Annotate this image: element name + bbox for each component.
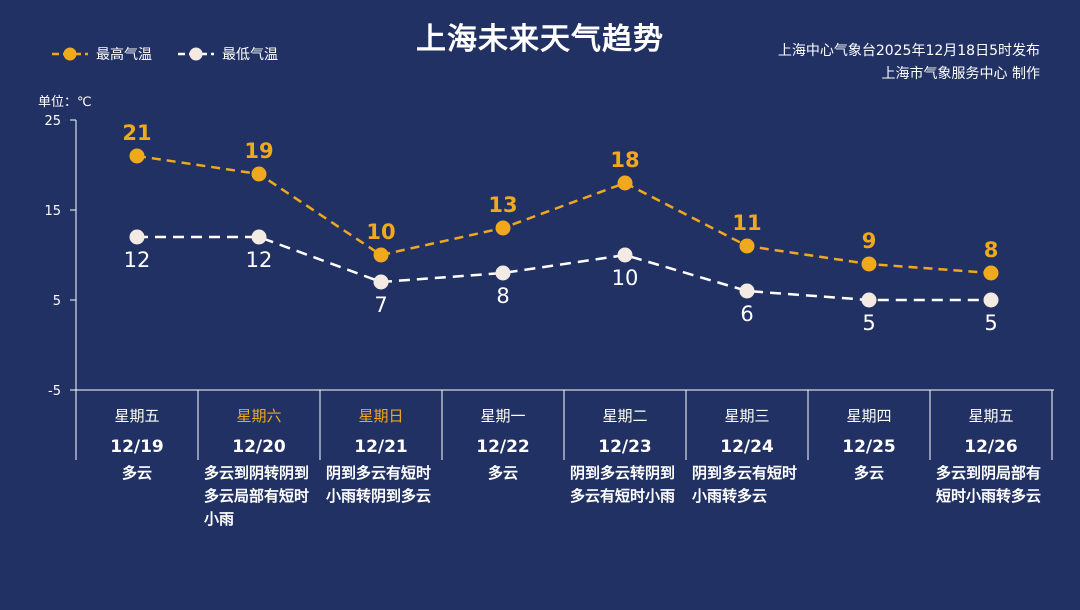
weather-text: 多云 <box>121 464 152 482</box>
low-temp-point <box>861 292 877 308</box>
legend-high-label: 最高气温 <box>96 47 152 63</box>
low-temp-point <box>983 292 999 308</box>
low-temp-point <box>495 265 511 281</box>
low-temp-label: 8 <box>496 284 509 308</box>
weekday-label: 星期四 <box>846 407 892 425</box>
source-info: 上海中心气象台2025年12月18日5时发布 上海市气象服务中心 制作 <box>778 40 1040 86</box>
weather-text: 阴到多云转阴到多云有短时小雨 <box>570 464 676 505</box>
legend-low-label: 最低气温 <box>222 47 278 63</box>
day-column: 星期日 12/21 <box>320 392 442 457</box>
high-temp-point <box>495 220 511 236</box>
weekday-label: 星期一 <box>480 407 526 425</box>
low-temp-label: 7 <box>374 293 387 317</box>
y-tick-label: -5 <box>48 384 61 399</box>
high-temp-label: 11 <box>732 211 761 235</box>
low-temp-label: 12 <box>246 248 273 272</box>
legend-high: 最高气温 <box>52 44 152 64</box>
high-temp-label: 8 <box>984 238 999 262</box>
high-temp-label: 21 <box>122 121 151 145</box>
high-temp-label: 13 <box>488 193 517 217</box>
low-temp-point <box>129 229 145 245</box>
weather-text: 阴到多云有短时小雨转阴到多云 <box>326 464 432 505</box>
date-label: 12/21 <box>354 437 408 457</box>
low-temp-label: 6 <box>740 302 753 326</box>
weather-text: 多云 <box>487 464 518 482</box>
high-temp-point <box>373 247 389 263</box>
low-temp-line <box>137 235 991 302</box>
source-line-2: 上海市气象服务中心 制作 <box>881 66 1040 82</box>
day-column: 星期五 12/19 <box>76 392 198 457</box>
date-label: 12/25 <box>842 437 896 457</box>
low-temp-label: 10 <box>612 266 639 290</box>
weather-text: 多云 <box>853 464 884 482</box>
day-column: 星期二 12/23 <box>564 392 686 457</box>
high-temp-point <box>861 256 877 272</box>
day-column: 星期四 12/25 <box>808 392 930 457</box>
low-temp-label: 5 <box>984 311 997 335</box>
weather-text: 多云到阴局部有短时小雨转多云 <box>936 464 1042 505</box>
high-temp-point <box>129 148 145 164</box>
day-column: 星期五 12/26 <box>930 392 1052 457</box>
unit-label: 单位：℃ <box>38 95 92 110</box>
low-temp-point <box>617 247 633 263</box>
weather-text: 阴到多云有短时小雨转多云 <box>692 464 798 505</box>
day-column: 星期六 12/20 <box>198 392 320 457</box>
legend-low: 最低气温 <box>178 44 278 64</box>
day-column: 星期一 12/22 <box>442 392 564 457</box>
legend: 最高气温 最低气温 <box>52 44 304 64</box>
low-temp-label: 12 <box>124 248 151 272</box>
low-temp-label: 5 <box>862 311 875 335</box>
legend-high-line-icon <box>52 47 88 61</box>
date-label: 12/24 <box>720 437 774 457</box>
y-tick-label: 15 <box>44 204 61 219</box>
date-label: 12/26 <box>964 437 1018 457</box>
high-temp-point <box>251 166 267 182</box>
y-tick-label: 5 <box>53 294 61 309</box>
high-temp-point <box>617 175 633 191</box>
weekday-label: 星期二 <box>602 407 648 425</box>
page-title: 上海未来天气趋势 <box>416 22 664 57</box>
y-tick-label: 25 <box>44 114 61 129</box>
high-temp-label: 19 <box>244 139 273 163</box>
low-temp-point <box>739 283 755 299</box>
date-label: 12/22 <box>476 437 530 457</box>
weekday-label: 星期日 <box>358 407 404 425</box>
weekday-label: 星期三 <box>724 407 770 425</box>
legend-low-line-icon <box>178 47 214 61</box>
weekday-label: 星期五 <box>114 407 160 425</box>
high-temp-label: 18 <box>610 148 639 172</box>
day-column: 星期三 12/24 <box>686 392 808 457</box>
high-temp-label: 9 <box>862 229 877 253</box>
date-label: 12/20 <box>232 437 286 457</box>
high-temp-point <box>739 238 755 254</box>
weekday-label: 星期六 <box>236 407 282 425</box>
low-temp-point <box>251 229 267 245</box>
low-temp-point <box>373 274 389 290</box>
weekday-label: 星期五 <box>968 407 1014 425</box>
date-label: 12/19 <box>110 437 164 457</box>
source-line-1: 上海中心气象台2025年12月18日5时发布 <box>777 43 1040 59</box>
high-temp-label: 10 <box>366 220 395 244</box>
weather-text: 多云到阴转阴到多云局部有短时小雨 <box>204 464 310 528</box>
date-label: 12/23 <box>598 437 652 457</box>
high-temp-point <box>983 265 999 281</box>
